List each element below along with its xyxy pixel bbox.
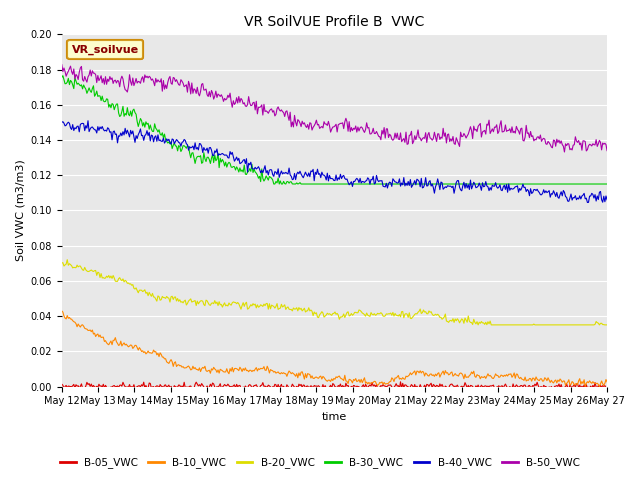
Legend: B-05_VWC, B-10_VWC, B-20_VWC, B-30_VWC, B-40_VWC, B-50_VWC: B-05_VWC, B-10_VWC, B-20_VWC, B-30_VWC, … [56, 453, 584, 472]
Y-axis label: Soil VWC (m3/m3): Soil VWC (m3/m3) [15, 159, 25, 261]
Legend: VR_soilvue: VR_soilvue [67, 40, 143, 59]
Title: VR SoilVUE Profile B  VWC: VR SoilVUE Profile B VWC [244, 15, 424, 29]
X-axis label: time: time [322, 412, 347, 422]
